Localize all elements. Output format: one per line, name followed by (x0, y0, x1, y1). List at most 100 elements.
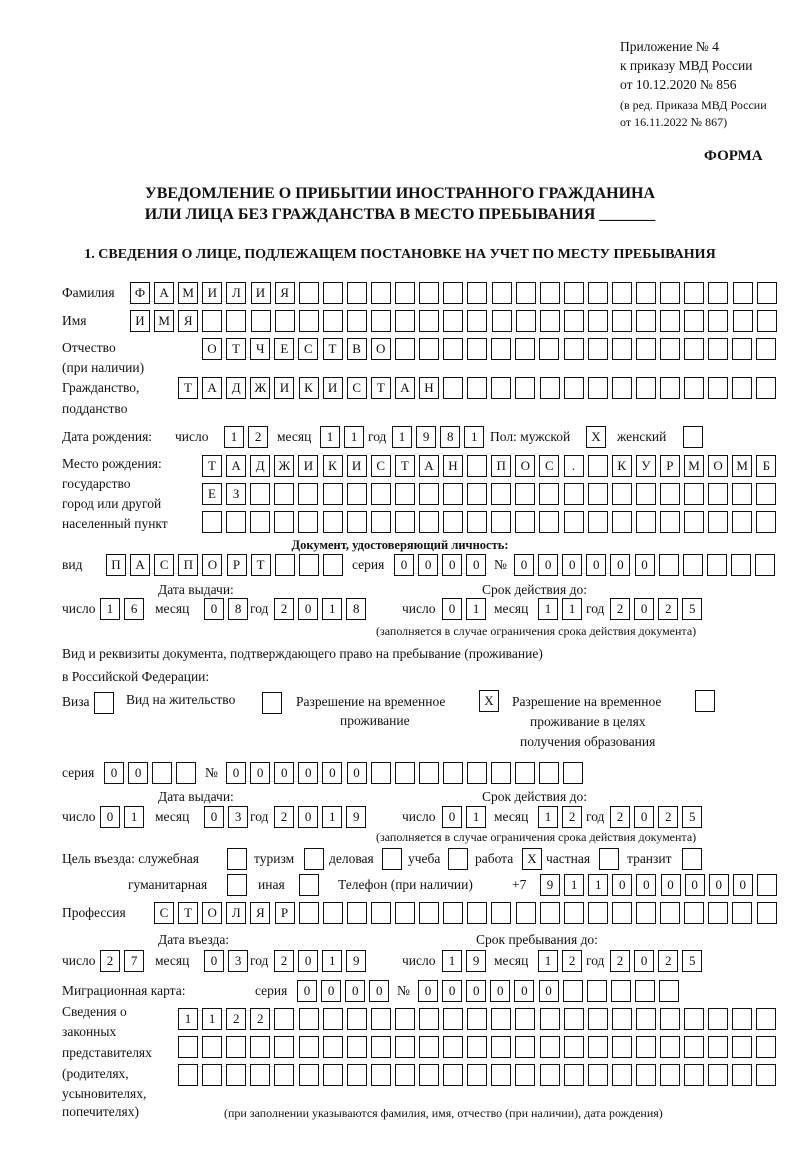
char-box[interactable]: 0 (345, 980, 366, 1002)
char-box[interactable] (756, 377, 777, 399)
char-box[interactable] (660, 1036, 680, 1058)
char-box[interactable]: 5 (682, 950, 703, 972)
char-box[interactable] (730, 554, 751, 576)
char-box[interactable]: 0 (250, 762, 271, 784)
char-box[interactable] (322, 483, 343, 505)
char-box[interactable]: И (322, 377, 343, 399)
char-box[interactable] (635, 1036, 656, 1058)
char-box[interactable]: 8 (346, 598, 367, 620)
char-box[interactable] (202, 310, 223, 332)
char-box[interactable] (756, 1036, 777, 1058)
char-box[interactable]: Р (274, 902, 295, 924)
char-box[interactable]: Я (178, 310, 199, 332)
char-box[interactable] (515, 483, 536, 505)
char-box[interactable] (346, 1008, 367, 1030)
char-box[interactable] (587, 511, 608, 533)
char-box[interactable]: 0 (369, 980, 390, 1002)
char-box[interactable] (611, 1008, 632, 1030)
char-box[interactable]: Ф (130, 282, 150, 304)
char-box[interactable]: 1 (442, 950, 462, 972)
char-box[interactable]: 0 (538, 980, 559, 1002)
char-box[interactable] (563, 1008, 584, 1030)
char-box[interactable] (371, 310, 391, 332)
char-box[interactable] (202, 511, 222, 533)
char-box[interactable] (491, 483, 512, 505)
char-box[interactable]: 0 (418, 554, 439, 576)
char-box[interactable]: 5 (682, 806, 703, 828)
char-box[interactable] (539, 1036, 560, 1058)
char-box[interactable] (467, 455, 488, 477)
char-box[interactable] (443, 377, 464, 399)
char-box[interactable]: 8 (228, 598, 249, 620)
char-box[interactable] (587, 377, 608, 399)
char-box[interactable] (322, 1008, 343, 1030)
char-box[interactable] (370, 483, 391, 505)
char-box[interactable]: И (130, 310, 150, 332)
char-box[interactable]: П (178, 554, 199, 576)
char-box[interactable]: 9 (346, 950, 367, 972)
char-box[interactable] (491, 1036, 512, 1058)
char-box[interactable]: 1 (392, 426, 412, 448)
char-box[interactable]: О (202, 554, 223, 576)
char-box[interactable] (756, 282, 777, 304)
char-box[interactable] (178, 1036, 198, 1058)
char-box[interactable] (611, 1036, 632, 1058)
char-box[interactable]: Д (226, 377, 247, 399)
char-box[interactable]: К (611, 455, 632, 477)
char-box[interactable] (394, 483, 415, 505)
char-box[interactable] (491, 377, 512, 399)
char-box[interactable] (274, 483, 295, 505)
char-box[interactable] (563, 338, 584, 360)
char-box[interactable]: Е (274, 338, 295, 360)
char-box[interactable]: 0 (586, 554, 607, 576)
char-box[interactable] (395, 310, 416, 332)
char-box[interactable]: 1 (320, 426, 340, 448)
char-box[interactable] (732, 511, 753, 533)
char-box[interactable] (684, 902, 705, 924)
char-box[interactable]: 0 (732, 874, 753, 896)
char-box[interactable]: Я (274, 282, 295, 304)
char-box[interactable]: 0 (466, 980, 487, 1002)
char-box[interactable]: 1 (124, 806, 145, 828)
char-box[interactable]: З (226, 483, 247, 505)
char-box[interactable] (635, 377, 656, 399)
char-box[interactable]: 2 (658, 598, 679, 620)
char-box[interactable] (443, 338, 463, 360)
char-box[interactable]: 2 (562, 806, 583, 828)
char-box[interactable]: 7 (124, 950, 145, 972)
char-box[interactable] (684, 282, 705, 304)
char-box[interactable]: 1 (322, 598, 343, 620)
char-box[interactable]: С (154, 902, 174, 924)
checkbox[interactable] (304, 848, 324, 870)
char-box[interactable]: . (563, 455, 584, 477)
char-box[interactable] (322, 310, 343, 332)
char-box[interactable] (370, 902, 391, 924)
char-box[interactable]: Р (226, 554, 247, 576)
char-box[interactable]: 0 (298, 598, 319, 620)
char-box[interactable]: 0 (298, 762, 319, 784)
char-box[interactable]: П (106, 554, 126, 576)
char-box[interactable] (226, 1064, 247, 1086)
char-box[interactable] (732, 1064, 753, 1086)
char-box[interactable]: И (250, 282, 271, 304)
char-box[interactable]: 0 (634, 598, 655, 620)
char-box[interactable]: 9 (346, 806, 367, 828)
char-box[interactable]: 0 (298, 950, 319, 972)
char-box[interactable]: 0 (660, 874, 681, 896)
char-box[interactable]: И (298, 455, 319, 477)
char-box[interactable]: 2 (226, 1008, 247, 1030)
char-box[interactable]: А (130, 554, 151, 576)
char-box[interactable] (346, 511, 367, 533)
char-box[interactable]: 0 (418, 980, 438, 1002)
char-box[interactable] (610, 980, 631, 1002)
char-box[interactable]: 1 (466, 598, 487, 620)
char-box[interactable] (586, 980, 607, 1002)
char-box[interactable]: О (370, 338, 391, 360)
char-box[interactable] (418, 511, 439, 533)
char-box[interactable] (587, 1036, 608, 1058)
char-box[interactable] (708, 377, 729, 399)
char-box[interactable]: С (346, 377, 367, 399)
char-box[interactable] (418, 483, 439, 505)
checkbox[interactable] (599, 848, 619, 870)
char-box[interactable]: 1 (562, 598, 583, 620)
